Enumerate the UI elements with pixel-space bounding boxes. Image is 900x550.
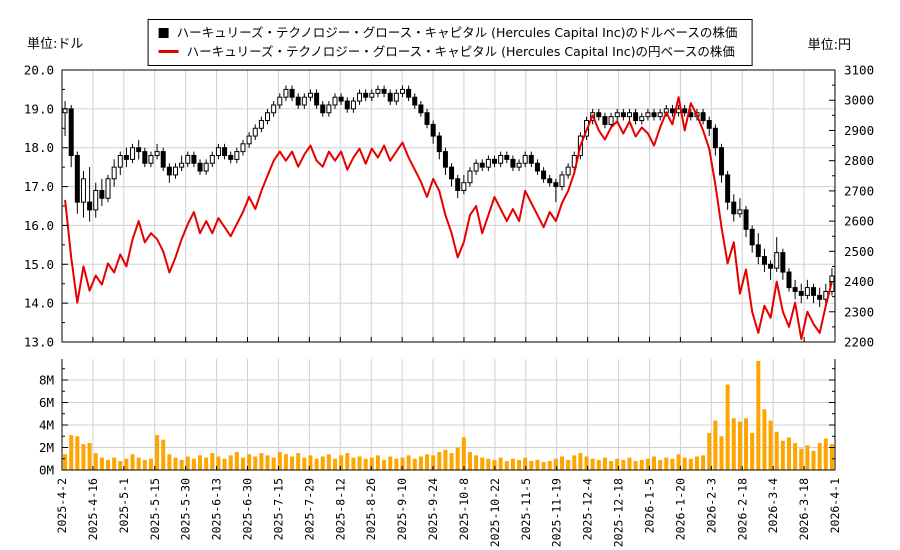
jpy-tick-label: 2600 (844, 214, 874, 229)
left-axis-unit-label: 単位:ドル (27, 37, 84, 52)
date-tick-label: 2025-7-29 (302, 478, 316, 540)
date-tick-label: 2025-6-13 (210, 478, 224, 540)
date-tick-label: 2026-4-1 (828, 478, 842, 533)
legend-row-jpy: ハーキュリーズ・テクノロジー・グロース・キャピタル (Hercules Capi… (158, 43, 738, 60)
date-tick-label: 2025-5-30 (179, 478, 193, 540)
volume-tick-label: 2M (39, 440, 54, 455)
date-tick-label: 2025-5-1 (117, 478, 131, 533)
date-tick-label: 2025-10-8 (457, 478, 471, 540)
date-tick-label: 2025-5-15 (148, 478, 162, 540)
date-tick-label: 2025-8-26 (364, 478, 378, 540)
usd-tick-label: 15.0 (24, 257, 54, 272)
jpy-tick-label: 2200 (844, 335, 874, 350)
date-tick-label: 2025-11-5 (519, 478, 533, 540)
date-tick-label: 2025-12-18 (612, 478, 626, 547)
usd-tick-label: 20.0 (24, 63, 54, 78)
usd-tick-label: 13.0 (24, 335, 54, 350)
jpy-tick-label: 2700 (844, 183, 874, 198)
axes (61, 69, 836, 471)
jpy-series-marker-icon (158, 50, 179, 53)
legend: ハーキュリーズ・テクノロジー・グロース・キャピタル (Hercules Capi… (147, 19, 753, 66)
date-tick-label: 2025-4-16 (86, 478, 100, 540)
date-tick-label: 2025-7-15 (271, 478, 285, 540)
jpy-tick-label: 2900 (844, 123, 874, 138)
date-tick-label: 2026-1-5 (643, 478, 657, 533)
usd-series-marker-icon (158, 27, 169, 38)
usd-tick-label: 18.0 (24, 140, 54, 155)
volume-bars (63, 360, 834, 470)
volume-tick-label: 0M (39, 463, 54, 478)
jpy-tick-label: 2800 (844, 153, 874, 168)
date-tick-label: 2025-8-12 (333, 478, 347, 540)
jpy-tick-label: 2300 (844, 304, 874, 319)
right-axis-unit-label: 単位:円 (807, 38, 851, 53)
legend-row-usd: ハーキュリーズ・テクノロジー・グロース・キャピタル (Hercules Capi… (158, 24, 738, 41)
volume-tick-label: 6M (39, 395, 54, 410)
date-tick-label: 2025-12-4 (581, 478, 595, 540)
jpy-tick-label: 3000 (844, 93, 874, 108)
date-tick-label: 2025-10-22 (488, 478, 502, 547)
jpy-line (64, 96, 833, 340)
date-tick-label: 2026-2-18 (735, 478, 749, 540)
usd-series-label: ハーキュリーズ・テクノロジー・グロース・キャピタル (Hercules Capi… (176, 25, 738, 40)
date-tick-label: 2026-3-18 (797, 478, 811, 540)
jpy-tick-label: 3100 (844, 63, 874, 78)
jpy-tick-label: 2500 (844, 244, 874, 259)
axis-tick-labels: 20.0 19.0 18.0 17.0 16.0 15.0 14.0 13.0 3100 3000… (24, 63, 874, 548)
date-tick-label: 2026-3-4 (766, 478, 780, 533)
usd-candles (62, 85, 835, 308)
jpy-series-label: ハーキュリーズ・テクノロジー・グロース・キャピタル (Hercules Capi… (186, 44, 735, 59)
date-tick-label: 2026-2-3 (704, 478, 718, 533)
jpy-tick-label: 2400 (844, 274, 874, 289)
usd-tick-label: 17.0 (24, 179, 54, 194)
date-tick-label: 2025-6-30 (241, 478, 255, 540)
date-tick-label: 2025-9-24 (426, 478, 440, 540)
gridlines (61, 69, 836, 470)
usd-tick-label: 19.0 (24, 101, 54, 116)
date-tick-label: 2025-11-19 (550, 478, 564, 547)
usd-tick-label: 16.0 (24, 218, 54, 233)
usd-tick-label: 14.0 (24, 296, 54, 311)
volume-tick-label: 4M (39, 418, 54, 433)
date-tick-label: 2025-4-2 (55, 478, 69, 533)
date-tick-label: 2026-1-20 (673, 478, 687, 540)
volume-tick-label: 8M (39, 373, 54, 388)
date-tick-label: 2025-9-10 (395, 478, 409, 540)
